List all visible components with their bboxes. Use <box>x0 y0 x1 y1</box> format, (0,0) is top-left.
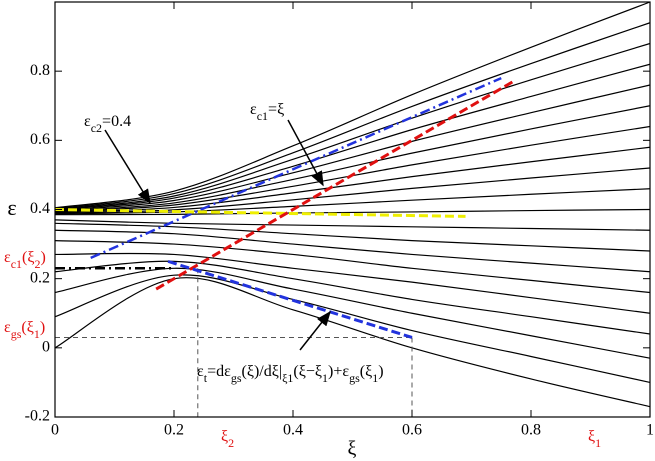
annotation-part: c1 <box>11 257 22 271</box>
annotation-part: t <box>204 371 208 385</box>
curve <box>54 274 651 384</box>
annotation-part: 1 <box>34 327 40 341</box>
curve <box>54 208 651 216</box>
curve <box>54 267 651 359</box>
annotation-part: gs <box>231 371 242 385</box>
annotation-part: (ξ)/dξ| <box>241 363 282 380</box>
annotation-part: =ξ <box>268 101 284 118</box>
annotation: ξ1 <box>588 428 601 450</box>
annotation-part: (ξ <box>22 249 34 266</box>
y-tick-label: 0 <box>42 339 50 356</box>
reference-line <box>167 259 413 339</box>
annotation-part: )+ε <box>328 363 349 380</box>
annotation-part: c2 <box>91 121 102 135</box>
y-tick-label: 0.6 <box>30 131 50 148</box>
x-tick-label: 0.6 <box>402 422 422 439</box>
curve <box>54 105 651 212</box>
curve <box>54 277 651 408</box>
y-tick-label: -0.2 <box>25 408 50 425</box>
curve <box>54 1 651 209</box>
y-axis-label: ε <box>7 195 16 220</box>
curve <box>54 252 651 314</box>
annotation-part: ξ1 <box>282 371 293 385</box>
annotation-part: ε <box>197 363 204 380</box>
annotation-part: ε <box>84 113 91 130</box>
annotation-part: gs <box>11 327 22 341</box>
annotation-part: c1 <box>257 109 268 123</box>
annotation: εgs(ξ1) <box>4 319 45 341</box>
x-tick-label: 0 <box>51 422 59 439</box>
annotation-part: ε <box>4 319 11 336</box>
annotation-part: ) <box>40 319 45 336</box>
x-tick-label: 0.2 <box>164 422 184 439</box>
annotation-part: 1 <box>372 371 378 385</box>
x-tick-label: 1 <box>646 422 654 439</box>
arrow <box>287 119 324 187</box>
arrow <box>299 310 331 351</box>
curve <box>54 42 651 210</box>
x-tick-label: 0.8 <box>521 422 541 439</box>
annotation-part: ) <box>41 249 46 266</box>
annotation-part: (ξ−ξ <box>293 363 322 380</box>
curve <box>54 229 651 273</box>
annotation-part: 2 <box>228 436 234 450</box>
curve <box>54 240 651 294</box>
x-tick-label: 0.4 <box>283 422 303 439</box>
arrow <box>104 129 151 205</box>
curve <box>54 22 651 210</box>
annotation-part: =0.4 <box>102 113 131 130</box>
annotation-part: =dε <box>207 363 231 380</box>
curve <box>54 63 651 211</box>
plot-area <box>54 1 651 417</box>
x-axis-label: ξ <box>348 438 357 460</box>
y-tick-label: 0.4 <box>30 200 50 217</box>
reference-line <box>90 76 502 260</box>
y-tick-label: 0.8 <box>30 62 50 79</box>
annotation: ξ2 <box>221 428 234 450</box>
curve <box>54 222 651 252</box>
curve <box>54 146 651 214</box>
curve <box>54 84 651 212</box>
curve <box>54 219 651 231</box>
annotation: εt=dεgs(ξ)/dξ|ξ1(ξ−ξ1)+εgs(ξ1) <box>197 363 384 385</box>
annotation-part: 1 <box>595 436 601 450</box>
reference-line <box>155 80 514 291</box>
annotation-part: ε <box>250 101 257 118</box>
annotation-part: 1 <box>322 371 328 385</box>
annotation-part: (ξ <box>21 319 33 336</box>
reference-line <box>54 208 466 218</box>
annotation: εc1(ξ2) <box>4 249 46 271</box>
annotation-part: ε <box>4 249 11 266</box>
annotation: εc1=ξ <box>250 101 284 123</box>
annotation-part: ξ <box>588 428 595 445</box>
annotation-part: gs <box>349 371 360 385</box>
y-tick-label: 0.2 <box>30 269 50 286</box>
annotation: εc2=0.4 <box>84 113 131 135</box>
annotation-part: (ξ <box>360 363 372 380</box>
annotation-part: 2 <box>35 257 41 271</box>
curve <box>54 260 651 335</box>
annotation-part: ξ <box>221 428 228 445</box>
annotation-part: ) <box>378 363 383 380</box>
